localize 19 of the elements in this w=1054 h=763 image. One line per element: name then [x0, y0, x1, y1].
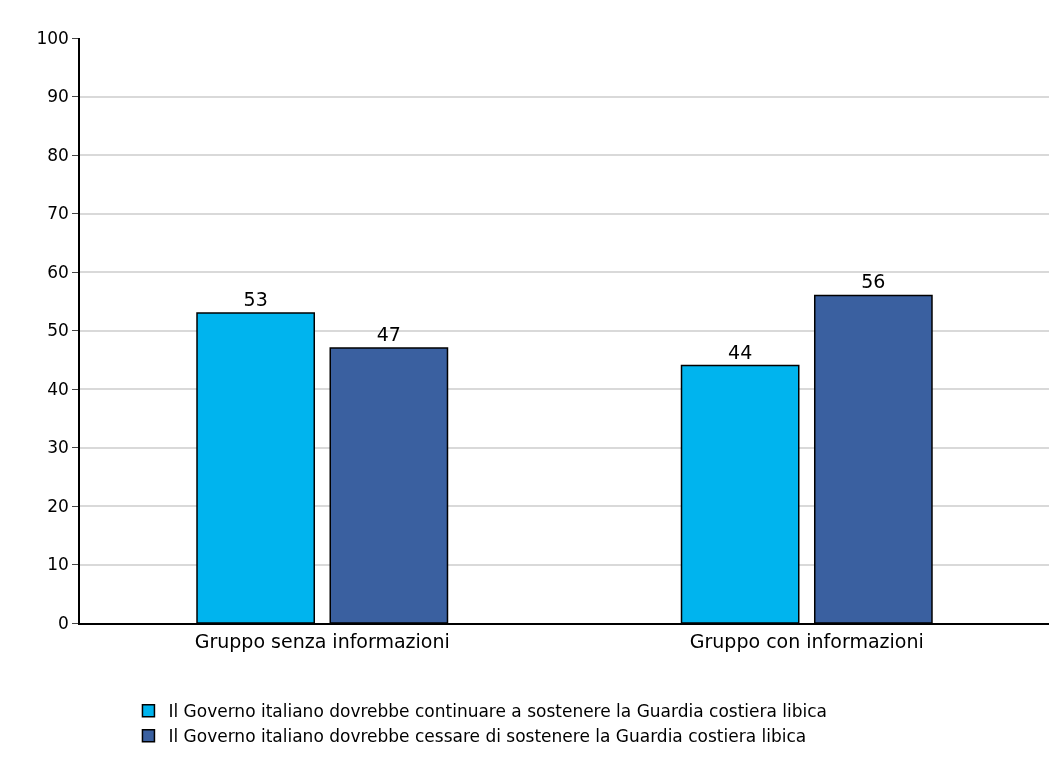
y-tick-label: 10: [47, 554, 69, 575]
legend-label: Il Governo italiano dovrebbe cessare di sostenere la Guardia costiera libica: [168, 726, 807, 747]
data-label: 56: [861, 270, 886, 293]
data-label: 44: [728, 340, 753, 363]
y-tick-label: 20: [47, 495, 69, 516]
y-tick-label: 100: [36, 27, 69, 48]
y-tick-label: 40: [47, 378, 69, 399]
y-tick-label: 50: [47, 320, 69, 341]
x-tick-label: Gruppo senza informazioni: [194, 629, 450, 652]
y-tick-label: 30: [47, 437, 69, 458]
legend-label: Il Governo italiano dovrebbe continuare a sostenere la Guardia costiera libica: [168, 701, 828, 722]
y-tick-label: 70: [47, 203, 69, 224]
y-tick-label: 90: [47, 86, 69, 107]
x-tick-label: Gruppo con informazioni: [689, 629, 924, 652]
data-label: 53: [243, 287, 268, 310]
data-label: 47: [376, 323, 401, 346]
y-tick-label: 80: [47, 144, 69, 165]
y-tick-label: 0: [58, 612, 69, 633]
y-tick-label: 60: [47, 261, 69, 282]
